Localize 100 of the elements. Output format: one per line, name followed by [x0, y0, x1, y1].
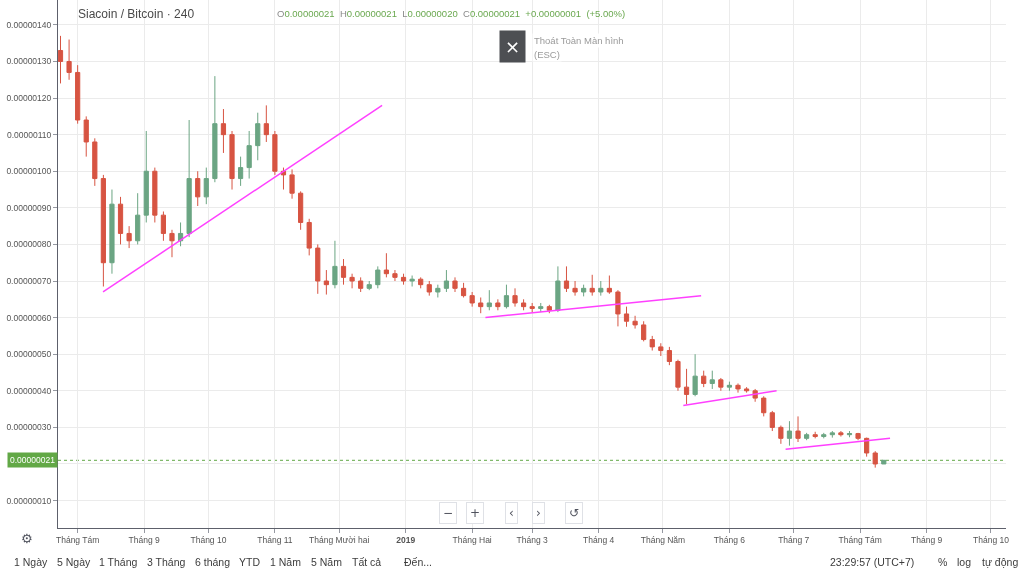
candlestick: [289, 168, 295, 200]
candlestick: [75, 64, 81, 125]
x-tick-label: Tháng 10: [973, 535, 1010, 546]
x-tick-label: Tháng Tám: [838, 535, 882, 546]
candlestick: [735, 382, 741, 394]
candlestick: [846, 430, 853, 438]
candlestick: [452, 276, 458, 293]
text: Siacoin / Bitcoin · 240: [78, 7, 195, 22]
x-tick-label: Tháng 11: [257, 535, 293, 546]
candlestick: [229, 130, 235, 191]
candlestick: [272, 130, 278, 176]
annotation: +: [470, 506, 481, 520]
annotation: Thoát Toàn Màn hình: [534, 35, 624, 46]
candlestick: [821, 432, 827, 439]
candlestick: [649, 335, 655, 352]
y-tick-label: 0.00000120: [6, 93, 52, 104]
candlestick: [135, 192, 141, 245]
candlestick: [220, 108, 227, 154]
candlestick: [623, 306, 630, 328]
x-tick-label: Tháng 7: [778, 535, 810, 546]
candlestick: [658, 342, 664, 357]
candlestick: [881, 459, 887, 465]
candlestick: [349, 273, 355, 289]
text: 3 Tháng: [147, 556, 186, 568]
text: Tất cả: [352, 556, 382, 568]
candlestick: [109, 189, 115, 275]
x-tick-label: Tháng Mười hai: [309, 535, 370, 546]
candlestick: [675, 359, 681, 392]
candlestick: [383, 252, 389, 278]
text: %: [938, 556, 948, 568]
candlestick: [512, 287, 518, 308]
text: 5 Năm: [311, 556, 343, 568]
candlestick: [92, 137, 98, 187]
candlestick: [246, 130, 252, 180]
candlestick: [169, 229, 175, 258]
candlestick: [829, 430, 835, 439]
candlestick: [392, 269, 398, 282]
y-tick-label: 0.00000040: [6, 385, 52, 396]
text: Đến...: [404, 556, 433, 568]
candlestick: [804, 432, 810, 441]
annotation: ‹: [509, 506, 514, 520]
x-tick-label: Tháng 9: [911, 535, 943, 546]
x-tick-label: Tháng Tám: [55, 535, 100, 546]
candlestick: [795, 415, 801, 443]
candlestick: [83, 115, 89, 158]
candlestick: [538, 302, 544, 313]
candlestick: [332, 240, 338, 289]
candlestick: [632, 315, 638, 330]
candlestick: [315, 243, 321, 295]
x-tick-label: Tháng 10: [190, 535, 227, 546]
annotation: −: [443, 506, 454, 520]
candlestick: [769, 410, 775, 432]
candlestick: [701, 370, 707, 388]
x-tick-label: Tháng Hai: [452, 535, 492, 546]
candlestick: [426, 280, 432, 297]
text: O0.00000021 H0.00000021 L0.00000020 C0.00000021 +0.00000001 (+5.00%): [277, 8, 626, 19]
candlestick: [66, 39, 72, 81]
candlestick: [255, 112, 261, 161]
y-tick-label: 0.00000030: [6, 422, 52, 433]
y-tick-label: 0.00000140: [6, 19, 52, 30]
x-tick-label: Tháng 6: [713, 535, 746, 546]
candlestick: [503, 284, 510, 309]
candlestick: [589, 274, 595, 297]
candlestick: [212, 75, 218, 183]
ref-line-label: 0.00000021: [10, 455, 56, 465]
candlestick: [195, 170, 201, 207]
candlestick: [581, 284, 587, 297]
candlestick: [495, 298, 501, 311]
annotation: ×: [505, 36, 521, 57]
candlestick: [666, 346, 672, 366]
candlestick: [400, 273, 407, 286]
candlestick: [152, 167, 158, 223]
candlestick: [692, 353, 698, 397]
candlestick: [606, 275, 612, 295]
candlestick: [100, 174, 106, 287]
candlestick: [683, 368, 690, 405]
y-tick-label: 0.00000010: [6, 495, 52, 506]
candlestick: [306, 218, 312, 256]
candlestick: [778, 425, 784, 445]
candlestick: [786, 420, 793, 447]
candlestick: [838, 430, 844, 438]
candlestick: [478, 296, 484, 314]
annotation: (ESC): [534, 49, 560, 60]
text: 1 Năm: [270, 556, 302, 568]
annotation: ↺: [569, 506, 580, 520]
candlestick: [469, 291, 475, 308]
candlestick: [726, 381, 733, 392]
candlestick: [177, 221, 184, 247]
candlestick: [521, 298, 527, 311]
candlestick: [340, 258, 347, 286]
candlestick: [238, 156, 244, 187]
y-tick-label: 0.00000100: [6, 166, 52, 177]
text: log: [957, 556, 972, 568]
candlestick: [443, 269, 450, 293]
candlestick: [555, 265, 561, 313]
candlestick: [641, 320, 647, 342]
candlestick: [872, 450, 878, 469]
text: 5 Ngày: [57, 556, 92, 568]
candlestick: [615, 289, 621, 327]
candlestick: [435, 284, 441, 298]
